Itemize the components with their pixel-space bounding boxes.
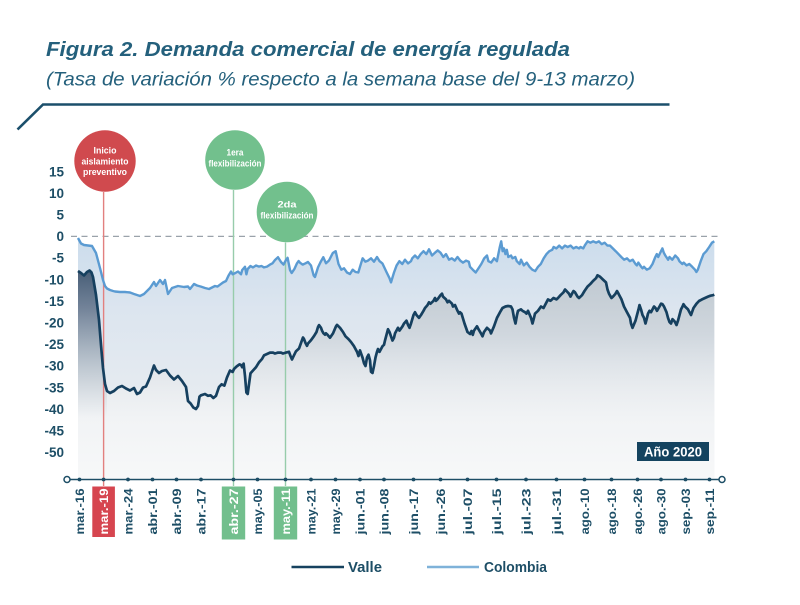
svg-text:Inicio: Inicio [94,146,117,157]
svg-text:(Tasa de variación % respecto: (Tasa de variación % respecto a la seman… [46,69,635,91]
svg-text:Colombia: Colombia [484,560,548,576]
svg-text:mar.-16: mar.-16 [75,489,87,535]
svg-text:jun.-26: jun.-26 [436,489,448,536]
svg-text:jun.-17: jun.-17 [409,489,421,536]
svg-text:ago.-10: ago.-10 [580,489,592,535]
svg-text:mar.-24: mar.-24 [123,488,135,535]
svg-text:aislamiento: aislamiento [82,156,129,167]
svg-text:Año 2020: Año 2020 [644,445,702,460]
svg-text:-15: -15 [44,294,64,309]
svg-text:ago.-26: ago.-26 [633,489,645,535]
svg-text:may.-21: may.-21 [306,488,318,535]
svg-text:-25: -25 [44,337,64,352]
svg-text:mar.-19: mar.-19 [99,489,111,535]
svg-text:abr.-09: abr.-09 [172,489,184,535]
svg-text:sep.-03: sep.-03 [681,489,693,535]
svg-text:-20: -20 [44,316,64,331]
svg-text:-40: -40 [44,402,64,417]
svg-text:jul.-31: jul.-31 [552,488,564,536]
svg-text:preventivo: preventivo [83,167,127,178]
svg-text:-10: -10 [44,272,64,287]
svg-text:jul.-07: jul.-07 [463,489,475,536]
svg-text:abr.-27: abr.-27 [229,489,241,535]
svg-text:flexibilización: flexibilización [261,211,314,222]
svg-text:jul.-15: jul.-15 [492,488,504,536]
svg-text:sep.-11: sep.-11 [705,488,717,535]
svg-text:may.-29: may.-29 [331,489,343,535]
svg-text:Valle: Valle [348,560,382,576]
svg-text:-5: -5 [52,251,64,266]
svg-text:may.-11: may.-11 [281,488,293,535]
svg-text:5: 5 [56,208,64,223]
svg-text:-50: -50 [44,445,64,460]
svg-text:jul.-23: jul.-23 [521,489,533,536]
svg-text:may.-05: may.-05 [253,488,265,535]
svg-text:flexibilización: flexibilización [209,159,262,170]
svg-text:2da: 2da [278,200,298,211]
svg-text:0: 0 [56,229,64,244]
svg-text:15: 15 [49,164,65,179]
svg-text:ago.-18: ago.-18 [607,488,619,535]
svg-text:-35: -35 [44,380,64,395]
svg-text:jun.-08: jun.-08 [379,488,391,536]
svg-text:1era: 1era [227,148,245,159]
svg-text:Figura 2. Demanda comercial de: Figura 2. Demanda comercial de energía r… [46,38,570,61]
svg-text:abr.-01: abr.-01 [148,488,160,535]
svg-text:-45: -45 [44,424,64,439]
svg-text:abr.-17: abr.-17 [196,489,208,535]
svg-text:-30: -30 [44,359,64,374]
svg-text:10: 10 [49,186,64,201]
svg-text:ago.-30: ago.-30 [656,489,668,535]
svg-text:jun.-01: jun.-01 [355,488,367,536]
